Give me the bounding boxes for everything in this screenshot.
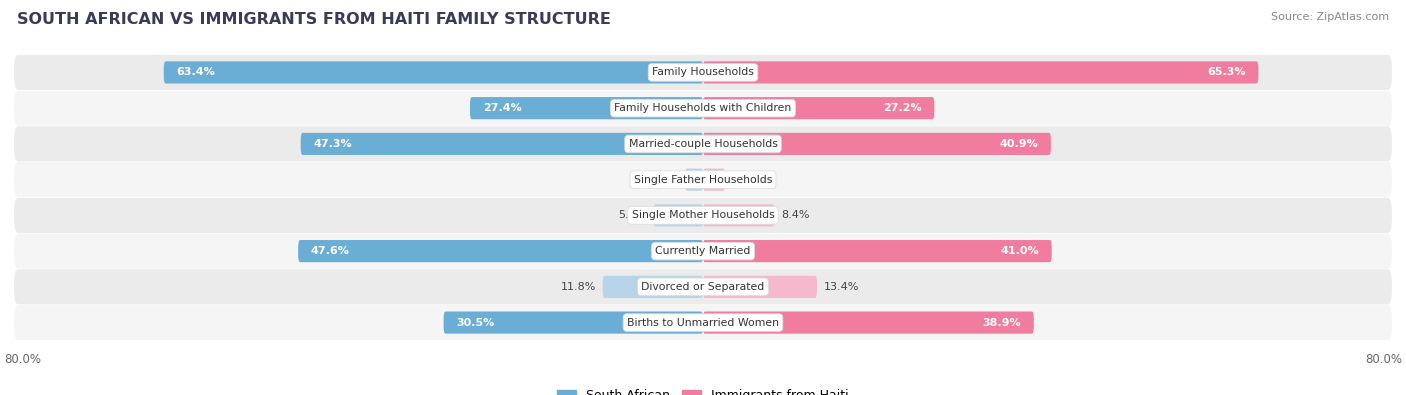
Text: 13.4%: 13.4% [824, 282, 859, 292]
Text: 5.8%: 5.8% [619, 211, 647, 220]
FancyBboxPatch shape [14, 162, 1392, 197]
FancyBboxPatch shape [603, 276, 703, 298]
Legend: South African, Immigrants from Haiti: South African, Immigrants from Haiti [553, 384, 853, 395]
FancyBboxPatch shape [703, 133, 1050, 155]
FancyBboxPatch shape [163, 61, 703, 83]
FancyBboxPatch shape [14, 126, 1392, 162]
Text: Single Mother Households: Single Mother Households [631, 211, 775, 220]
Text: 47.6%: 47.6% [311, 246, 350, 256]
FancyBboxPatch shape [703, 169, 725, 191]
FancyBboxPatch shape [685, 169, 703, 191]
FancyBboxPatch shape [14, 305, 1392, 340]
Text: 2.1%: 2.1% [650, 175, 678, 184]
Text: 27.2%: 27.2% [883, 103, 921, 113]
FancyBboxPatch shape [301, 133, 703, 155]
Text: 65.3%: 65.3% [1208, 68, 1246, 77]
FancyBboxPatch shape [443, 312, 703, 334]
FancyBboxPatch shape [703, 61, 1258, 83]
Text: Births to Unmarried Women: Births to Unmarried Women [627, 318, 779, 327]
Text: Divorced or Separated: Divorced or Separated [641, 282, 765, 292]
Text: 38.9%: 38.9% [983, 318, 1021, 327]
FancyBboxPatch shape [470, 97, 703, 119]
FancyBboxPatch shape [14, 90, 1392, 126]
Text: SOUTH AFRICAN VS IMMIGRANTS FROM HAITI FAMILY STRUCTURE: SOUTH AFRICAN VS IMMIGRANTS FROM HAITI F… [17, 12, 610, 27]
Text: 41.0%: 41.0% [1000, 246, 1039, 256]
FancyBboxPatch shape [703, 204, 775, 226]
Text: Family Households with Children: Family Households with Children [614, 103, 792, 113]
Text: Married-couple Households: Married-couple Households [628, 139, 778, 149]
Text: 2.6%: 2.6% [733, 175, 761, 184]
FancyBboxPatch shape [14, 233, 1392, 269]
Text: 8.4%: 8.4% [782, 211, 810, 220]
FancyBboxPatch shape [703, 240, 1052, 262]
FancyBboxPatch shape [14, 55, 1392, 90]
FancyBboxPatch shape [298, 240, 703, 262]
Text: 27.4%: 27.4% [482, 103, 522, 113]
Text: 30.5%: 30.5% [457, 318, 495, 327]
Text: Source: ZipAtlas.com: Source: ZipAtlas.com [1271, 12, 1389, 22]
Text: 47.3%: 47.3% [314, 139, 352, 149]
Text: Family Households: Family Households [652, 68, 754, 77]
Text: 63.4%: 63.4% [177, 68, 215, 77]
FancyBboxPatch shape [654, 204, 703, 226]
FancyBboxPatch shape [703, 97, 935, 119]
FancyBboxPatch shape [703, 312, 1033, 334]
FancyBboxPatch shape [14, 269, 1392, 305]
FancyBboxPatch shape [703, 276, 817, 298]
FancyBboxPatch shape [14, 198, 1392, 233]
Text: 11.8%: 11.8% [561, 282, 596, 292]
Text: Single Father Households: Single Father Households [634, 175, 772, 184]
Text: 40.9%: 40.9% [1000, 139, 1038, 149]
Text: Currently Married: Currently Married [655, 246, 751, 256]
